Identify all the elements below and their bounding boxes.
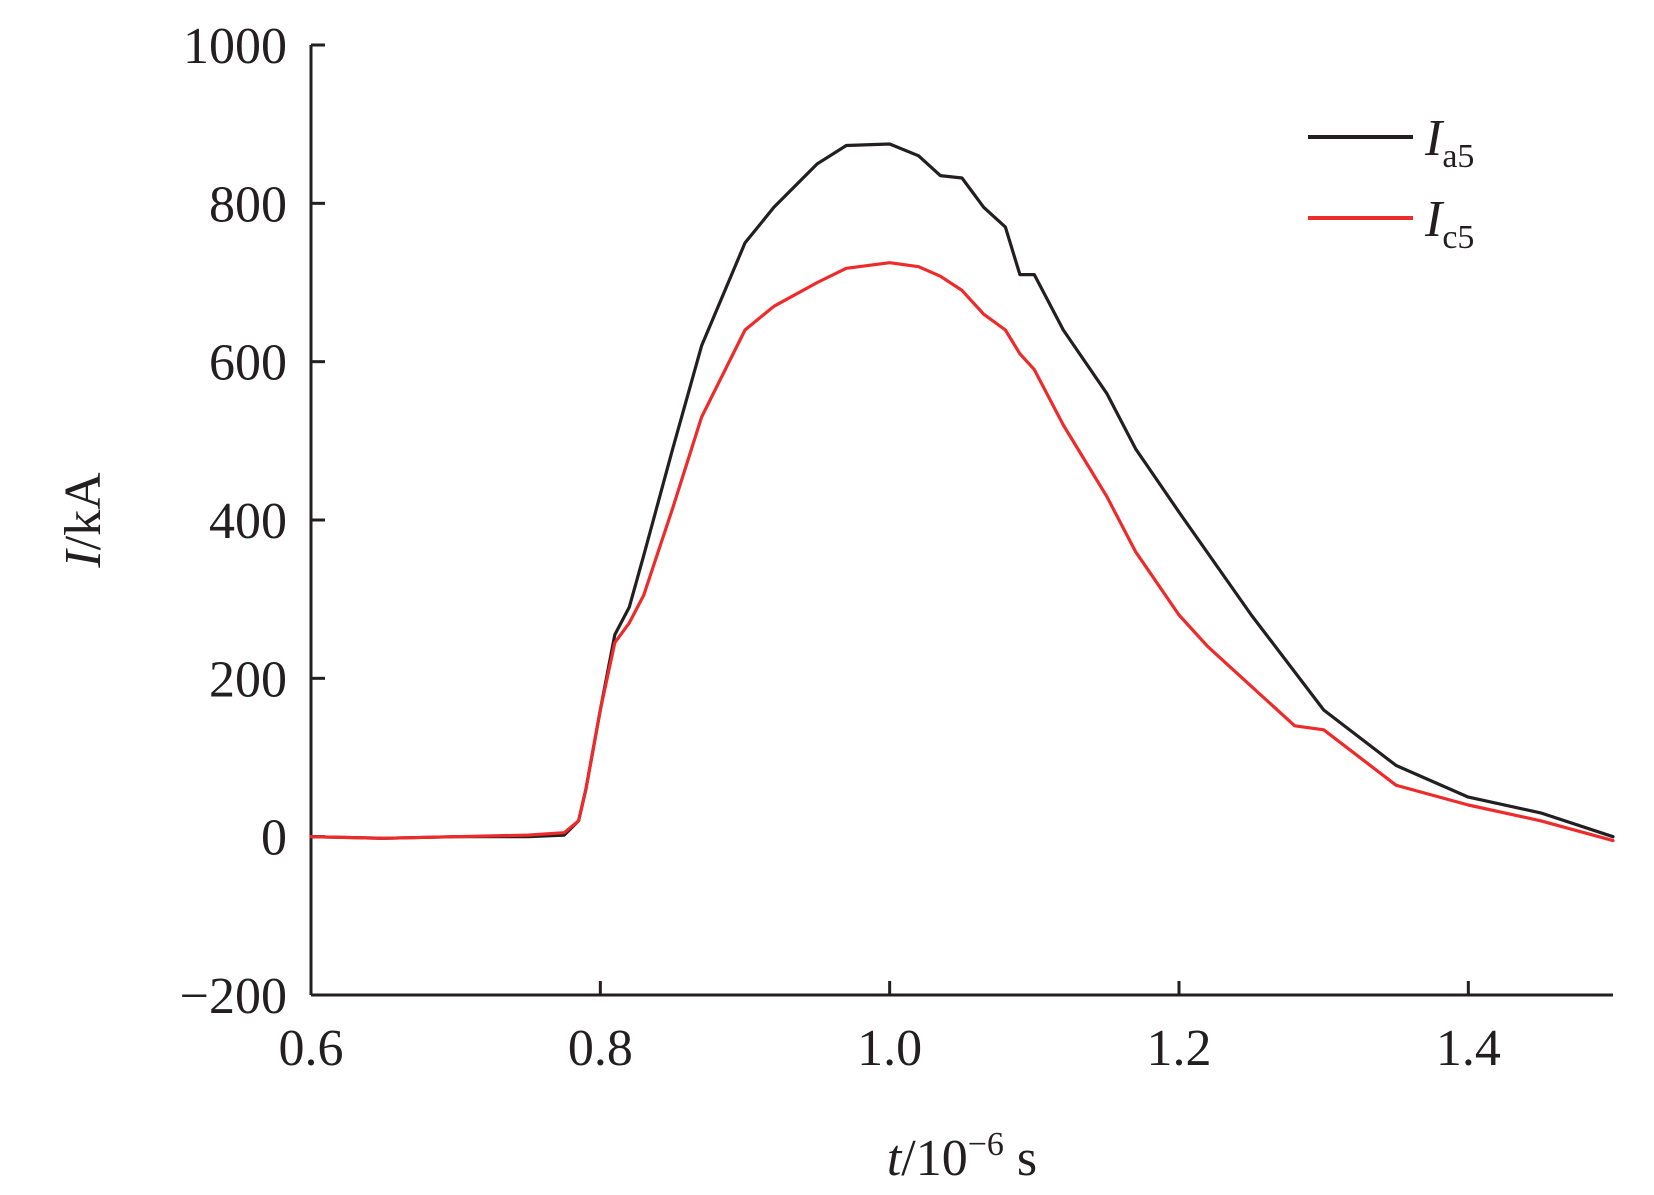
y-axis-label: I/kA <box>55 472 112 569</box>
series-layer <box>309 142 1615 843</box>
x-tick-label: 1.0 <box>857 1020 922 1077</box>
x-axis-label-tail: s <box>1004 1130 1037 1187</box>
x-tick-label: 1.2 <box>1147 1020 1212 1077</box>
x-tick-label: 0.8 <box>568 1020 633 1077</box>
y-tick-label: 800 <box>209 176 287 233</box>
plot-area: −200 0 200 400 600 800 1000 0.6 0.8 1.0 1.2 1.4 <box>180 18 1615 1077</box>
y-axis-label-var: I <box>55 548 112 569</box>
x-axis-label: t/10−6 s <box>887 1126 1037 1187</box>
x-axis-label-exp: −6 <box>968 1126 1004 1163</box>
x-axis-label-unit: /10 <box>901 1130 967 1187</box>
y-tick-label: 400 <box>209 493 287 550</box>
y-tick-label: 1000 <box>183 18 287 75</box>
x-axis-label-var: t <box>887 1130 903 1187</box>
y-ticks: −200 0 200 400 600 800 1000 <box>180 18 325 1025</box>
legend-label-ia5-main: I <box>1424 110 1445 167</box>
x-tick-label: 0.6 <box>279 1020 344 1077</box>
x-ticks: 0.6 0.8 1.0 1.2 1.4 <box>279 981 1501 1077</box>
series-line-ia5 <box>309 142 1615 840</box>
legend-label-ic5: Ic5 <box>1424 191 1474 256</box>
series-line-ic5 <box>309 261 1615 843</box>
legend-label-ia5: Ia5 <box>1424 110 1474 175</box>
legend-label-ia5-sub: a5 <box>1442 138 1474 175</box>
x-tick-label: 1.4 <box>1436 1020 1501 1077</box>
y-axis-label-unit: /kA <box>55 472 112 550</box>
y-tick-label: 200 <box>209 651 287 708</box>
y-tick-label: −200 <box>180 968 287 1025</box>
y-tick-label: 0 <box>261 810 287 867</box>
legend: Ia5 Ic5 <box>1308 110 1474 256</box>
legend-label-ic5-sub: c5 <box>1442 219 1474 256</box>
y-tick-label: 600 <box>209 335 287 392</box>
legend-label-ic5-main: I <box>1424 191 1445 248</box>
